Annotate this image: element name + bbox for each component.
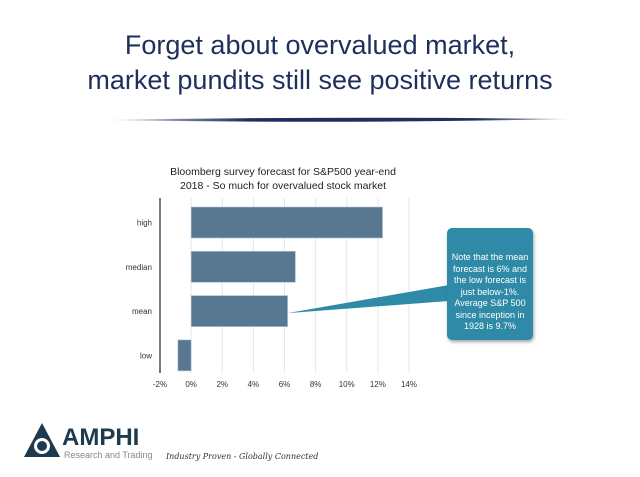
title-line-1: Forget about overvalued market,	[124, 30, 516, 60]
x-tick-label: 0%	[185, 380, 197, 389]
bar-low	[177, 339, 192, 372]
title-underline	[110, 117, 570, 122]
callout-note: Note that the mean forecast is 6% and th…	[447, 228, 533, 340]
chart-title-line-1: Bloomberg survey forecast for S&P500 yea…	[170, 166, 396, 178]
y-category-label: mean	[132, 307, 152, 316]
x-tick-label: 14%	[401, 380, 417, 389]
x-tick-label: -2%	[153, 380, 167, 389]
tagline: Industry Proven - Globally Connected	[166, 452, 319, 461]
x-tick-label: 8%	[310, 380, 322, 389]
x-tick-label: 2%	[216, 380, 228, 389]
slide-title: Forget about overvalued market, market p…	[0, 28, 640, 98]
x-tick-label: 10%	[339, 380, 355, 389]
callout-pointer	[287, 285, 449, 314]
chart-title-line-2: 2018 - So much for overvalued stock mark…	[180, 180, 386, 192]
x-tick-label: 4%	[248, 380, 260, 389]
y-category-label: median	[126, 263, 152, 272]
bar-mean	[190, 295, 288, 327]
brand-subtitle: Research and Trading	[64, 450, 153, 460]
title-line-2: market pundits still see positive return…	[87, 65, 553, 95]
brand-name: AMPHI	[62, 424, 140, 451]
x-tick-label: 12%	[370, 380, 386, 389]
y-category-label: low	[140, 351, 152, 360]
x-tick-label: 6%	[279, 380, 291, 389]
bar-median	[190, 251, 296, 283]
amphi-logo-icon	[24, 423, 60, 457]
bar-high	[190, 206, 383, 239]
y-category-label: high	[137, 219, 152, 228]
